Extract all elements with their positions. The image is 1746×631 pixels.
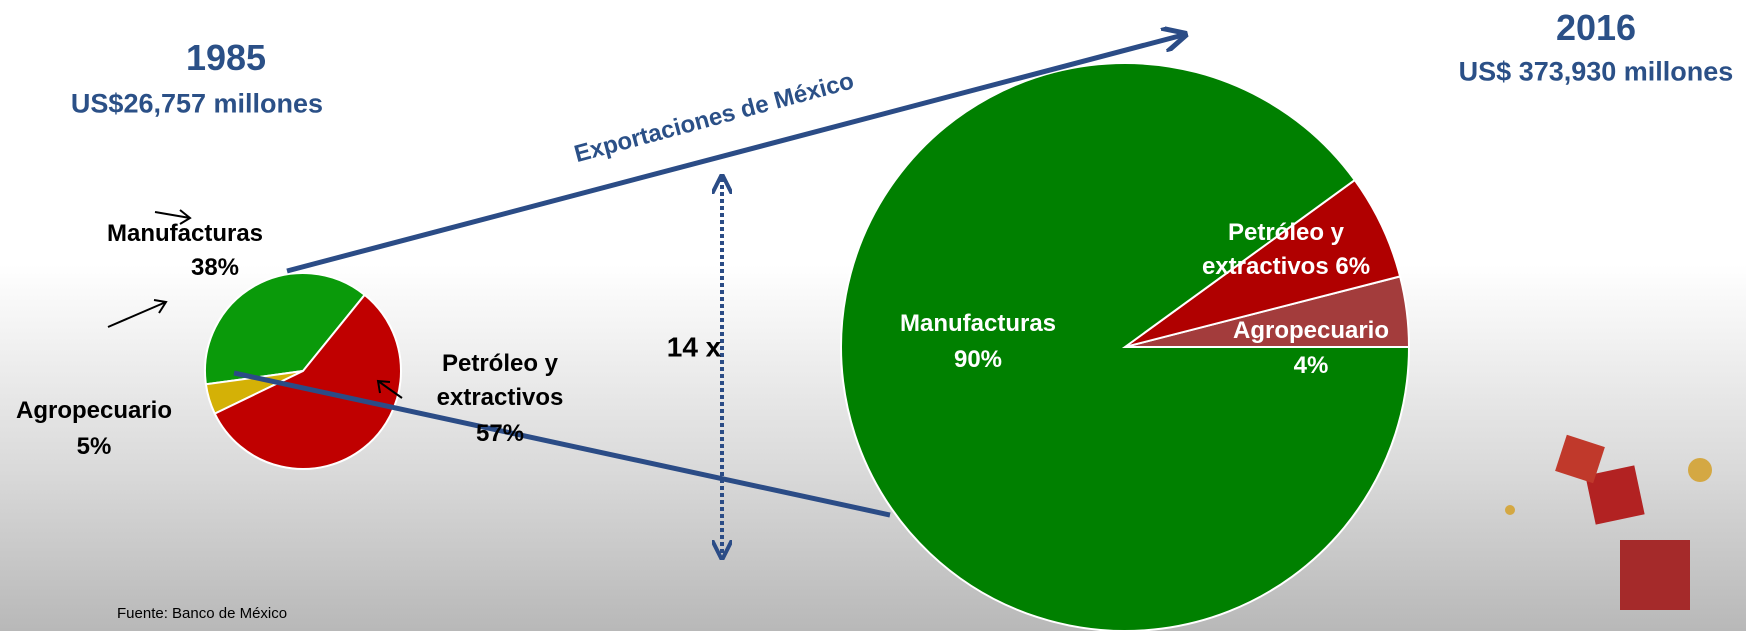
gift-decor (1505, 435, 1712, 610)
value-label: 57% (476, 417, 524, 451)
category-label: Agropecuario (16, 394, 172, 428)
chart-title: 1985 (186, 37, 266, 79)
value-label: 90% (954, 343, 1002, 377)
slice-label: Petróleo y extractivos 6% (1196, 216, 1376, 284)
value-label: 5% (77, 430, 112, 464)
category-label: Manufacturas (900, 307, 1056, 341)
source: Fuente: Banco de México (117, 605, 287, 622)
value-label: 38% (191, 251, 239, 285)
slide: Exportaciones de México 14 x Fuente: Ban… (0, 0, 1746, 631)
category-label: Agropecuario (1233, 314, 1389, 348)
category-label: Manufacturas (107, 217, 263, 251)
growth-label: 14 x (667, 331, 722, 362)
arrow-label: Exportaciones de México (571, 67, 856, 168)
category-label: Petróleo y extractivos (415, 347, 585, 415)
category-label: Petróleo y extractivos (1202, 219, 1344, 280)
chart-subtitle: US$26,757 millones (71, 89, 323, 120)
value-label: 6% (1335, 253, 1370, 280)
pies (205, 63, 1409, 631)
value-label: 4% (1294, 349, 1329, 383)
chart-title: 2016 (1556, 7, 1636, 49)
chart-subtitle: US$ 373,930 millones (1459, 57, 1734, 88)
